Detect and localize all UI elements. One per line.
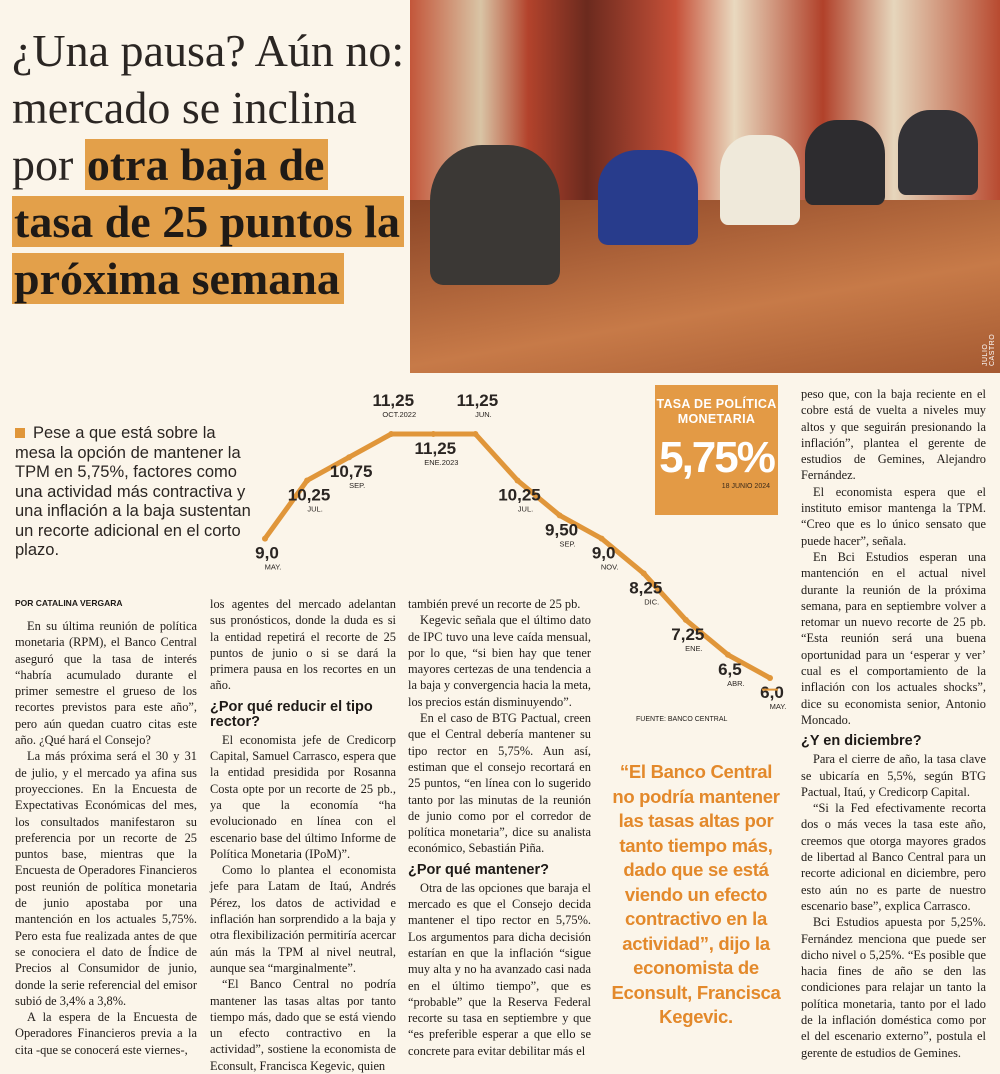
paragraph: también prevé un recorte de 25 pb. [408,597,581,611]
byline: POR CATALINA VERGARA [15,598,123,608]
point [767,675,773,681]
value-label: 9,50 [545,520,578,539]
column: los agentes del mercado adelantan sus pr… [210,596,396,1074]
subheading: ¿Por qué mantener? [408,861,549,878]
point [262,535,268,542]
value-label: 11,25 [457,391,499,410]
intro: Pese a que está sobre la mesa la opción … [15,424,253,561]
category-label: OCT.2022 [382,410,416,419]
point [682,616,689,623]
category-label: SEP. [560,539,576,548]
value-label: 11,25 [415,439,457,458]
point [388,431,395,437]
value-label: 10,75 [330,462,373,481]
category-label: MAY. [770,702,787,711]
paragraph: “El Banco Central no podría mantener las… [210,977,396,1073]
category-label: ABR. [727,679,745,688]
callout-value: 5,75% [659,433,776,482]
category-label: DIC. [644,597,659,606]
photo [410,0,1000,373]
paragraph: Otra de las opciones que baraja el merca… [408,880,591,1058]
point [346,454,353,461]
point [724,651,731,658]
intro-text: Pese a que está sobre la mesa la opción … [15,424,251,559]
point [430,431,437,437]
column: también prevé un recorte de 25 pb. Kegevi… [408,596,591,1059]
value-label: 10,25 [288,485,331,504]
value-label: 11,25 [372,391,414,410]
value-label: 6,5 [718,660,742,679]
photo-person [898,110,978,195]
category-label: ENE.2023 [424,458,458,467]
bullet [15,428,25,438]
category-label: ENE. [685,644,703,653]
paragraph: A la espera de la Encuesta de Operadores… [15,1010,197,1057]
headline-plain: ¿Una pausa? Aún no: mercado se inclina p… [12,25,405,190]
callout-title: TASA DE POLÍTICA MONETARIA [656,397,777,426]
point [304,477,311,484]
paragraph: En Bci Estudios esperan una mantención e… [801,549,986,727]
subheading: ¿Y en diciembre? [801,733,922,750]
category-label: NOV. [601,563,619,572]
paragraph: Como lo plantea el economista jefe para … [210,863,396,975]
paragraph: Para el cierre de año, la tasa clave se … [801,752,986,799]
column: peso que, con la baja reciente en el cob… [801,386,986,1061]
callout: TASA DE POLÍTICA MONETARIA 5,75% 18 JUNI… [655,385,778,515]
value-label: 6,0 [760,683,784,702]
point [472,431,479,437]
value-label: 9,0 [255,544,279,563]
subheading: ¿Por qué reducir el tipo rector? [210,698,373,730]
paragraph: El economista jefe de Credicorp Capital,… [210,732,396,861]
value-label: 7,25 [671,625,704,644]
value-label: 9,0 [592,544,616,563]
paragraph: peso que, con la baja reciente en el cob… [801,387,986,483]
photo-person [430,145,560,285]
photo-person [805,120,885,205]
category-label: JUL. [518,504,533,513]
paragraph: En su última reunión de política monetar… [15,619,197,748]
paragraph: “Si la Fed efectivamente recorta dos o m… [801,801,986,913]
point [556,512,563,519]
photo-person [598,150,698,245]
callout-date: 18 JUNIO 2024 [721,483,770,490]
category-label: JUL. [307,504,322,513]
paragraph: El economista espera que el instituto em… [801,484,986,548]
pull-quote: “El Banco Central no podría mantener las… [611,761,781,1027]
point [598,535,605,542]
category-label: SEP. [349,481,365,490]
paragraph: La más próxima será el 30 y 31 de julio,… [15,749,197,1008]
point [640,570,647,577]
value-label: 10,25 [498,485,541,504]
paragraph: En el caso de BTG Pactual, creen que el … [408,711,591,856]
paragraph: Kegevic señala que el último dato de IPC… [408,613,591,709]
photo-person [720,135,800,225]
paragraph: los agentes del mercado adelantan sus pr… [210,597,396,693]
category-label: MAY. [265,563,282,572]
headline: ¿Una pausa? Aún no: mercado se inclina p… [12,22,412,307]
column: POR CATALINA VERGARA En su última reunión… [15,598,197,1058]
value-label: 8,25 [629,578,662,597]
point [514,477,521,484]
paragraph: Bci Estudios apuesta por 5,25%. Fernánde… [801,915,986,1060]
chart-source: FUENTE: BANCO CENTRAL [636,716,728,723]
category-label: JUN. [475,410,492,419]
